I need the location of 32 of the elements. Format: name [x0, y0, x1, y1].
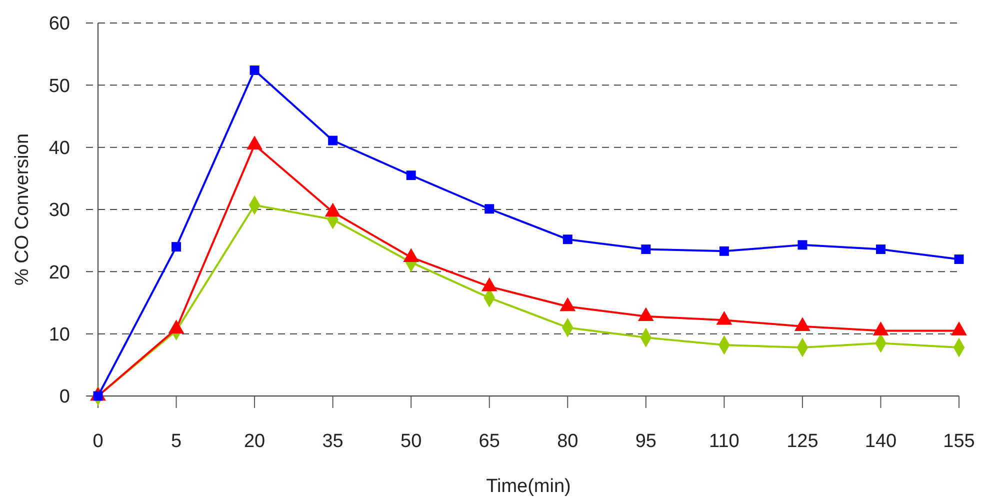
y-tick-label: 20 — [48, 262, 70, 284]
point — [798, 240, 808, 250]
point — [328, 136, 338, 146]
x-tick-label: 20 — [244, 431, 266, 452]
x-tick-label: 95 — [635, 431, 656, 452]
y-tick-label: 0 — [59, 386, 70, 408]
x-tick-label: 125 — [786, 431, 818, 452]
x-tick-label: 0 — [92, 431, 104, 452]
x-tick-label: 155 — [943, 431, 975, 452]
y-tick-label: 40 — [48, 138, 70, 159]
y-tick-label: 60 — [48, 14, 70, 35]
point — [172, 242, 182, 252]
point — [719, 246, 729, 256]
point — [876, 244, 886, 254]
x-tick-label: 35 — [322, 431, 344, 452]
y-tick-label: 30 — [48, 200, 70, 222]
point — [406, 170, 416, 180]
point — [250, 66, 260, 75]
point — [562, 234, 572, 244]
x-tick-label: 50 — [400, 431, 422, 452]
x-tick-label: 65 — [478, 431, 500, 452]
y-axis-title: % CO Conversion — [12, 133, 33, 286]
y-tick-label: 10 — [48, 324, 70, 346]
x-tick-label: 110 — [709, 431, 740, 452]
x-tick-label: 5 — [170, 431, 182, 452]
x-tick-label: 140 — [864, 431, 897, 452]
y-tick-label: 50 — [48, 76, 70, 97]
point — [641, 244, 651, 254]
x-axis-title: Time(min) — [486, 476, 571, 497]
point — [954, 254, 964, 264]
point — [484, 204, 494, 214]
x-tick-label: 80 — [557, 431, 578, 452]
